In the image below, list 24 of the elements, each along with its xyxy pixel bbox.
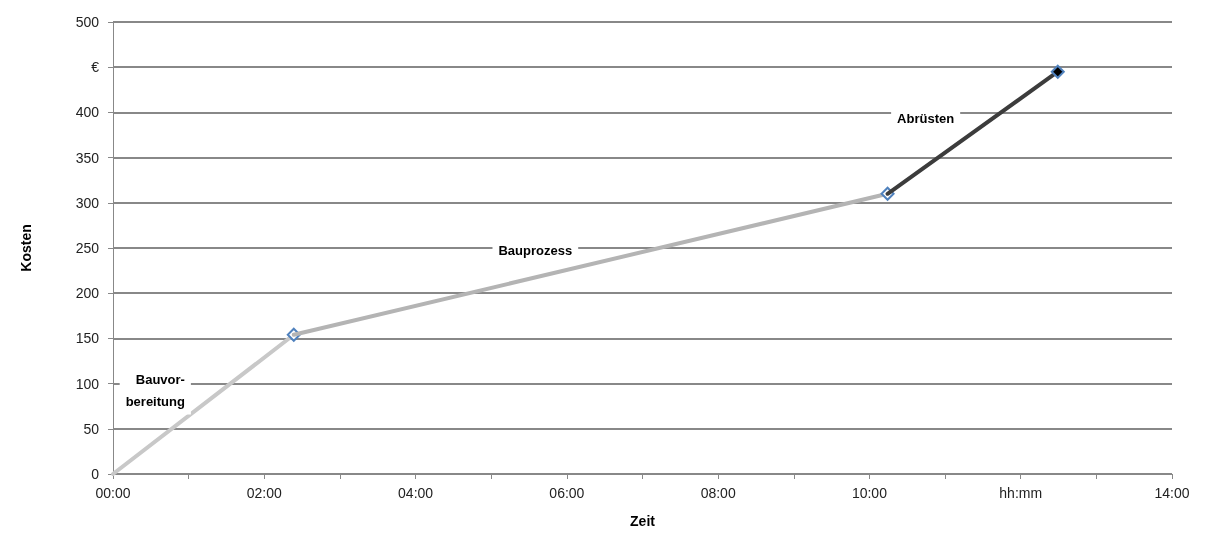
x-tick-label: hh:mm (999, 485, 1043, 501)
x-tick-label: 10:00 (851, 485, 888, 501)
series-label: Abrüsten (897, 111, 955, 127)
y-tick-label: 250 (75, 240, 100, 256)
x-tick-label: 02:00 (246, 485, 283, 501)
y-tick-label: 100 (75, 375, 100, 392)
y-tick-label: 200 (75, 285, 100, 302)
y-tick-label: 500 (75, 14, 100, 30)
x-axis-title: Zeit (630, 513, 656, 529)
y-tick-label: 0 (91, 466, 100, 482)
x-tick-label: 14:00 (1154, 485, 1190, 501)
y-tick-label: 150 (75, 330, 100, 347)
y-tick-label: 300 (75, 194, 100, 211)
y-tick-label: € (91, 59, 100, 76)
y-tick-label: 50 (83, 420, 100, 437)
x-tick-label: 08:00 (700, 485, 736, 501)
x-tick-label: 06:00 (549, 485, 585, 501)
y-tick-label: 350 (75, 149, 100, 166)
y-axis-title: Kosten (18, 224, 34, 272)
series-label: Bauvor- bereitung (125, 371, 185, 409)
y-tick-label: 400 (75, 104, 100, 121)
x-tick-label: 00:00 (95, 485, 131, 501)
x-tick-label: 04:00 (398, 485, 434, 501)
series-label: Bauprozess (498, 242, 573, 258)
